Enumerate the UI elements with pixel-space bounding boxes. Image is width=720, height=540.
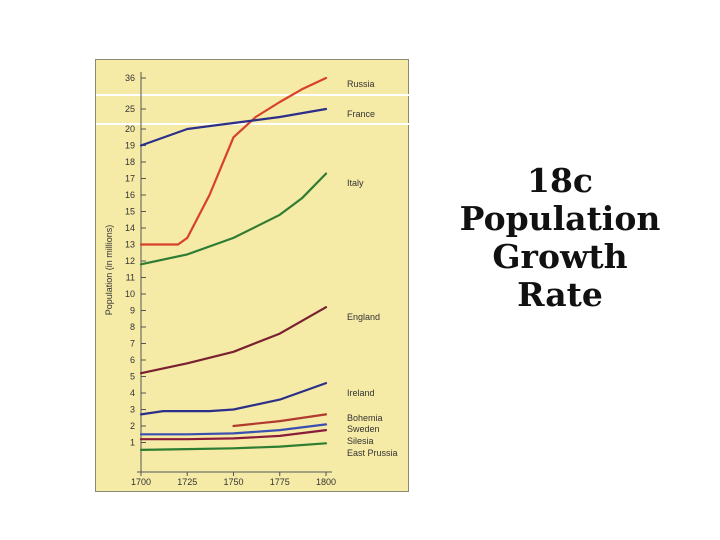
y-tick-label: 17 xyxy=(125,174,135,184)
y-tick-label: 12 xyxy=(125,256,135,266)
y-tick-label: 14 xyxy=(125,223,135,233)
y-tick-label: 25 xyxy=(125,104,135,114)
series-line-sweden xyxy=(139,423,328,436)
series-label-france: France xyxy=(347,109,375,119)
y-tick-label: 9 xyxy=(130,306,135,316)
series-label-sweden: Sweden xyxy=(347,424,380,434)
x-tick-label: 1775 xyxy=(270,477,290,487)
x-tick-label: 1750 xyxy=(223,477,243,487)
series-label-italy: Italy xyxy=(347,178,364,188)
series-line-england xyxy=(139,306,328,375)
x-tick-label: 1700 xyxy=(131,477,151,487)
y-tick-label: 15 xyxy=(125,207,135,217)
title-line-3: Growth xyxy=(492,237,628,276)
series-label-east-prussia: East Prussia xyxy=(347,448,398,458)
y-tick-label: 7 xyxy=(130,339,135,349)
y-tick-label: 20 xyxy=(125,124,135,134)
series-line-ireland xyxy=(139,382,328,416)
x-tick-label: 1800 xyxy=(316,477,336,487)
y-tick-label: 8 xyxy=(130,322,135,332)
series-line-italy xyxy=(139,172,328,266)
title-line-2: Population xyxy=(459,199,661,238)
series-line-russia xyxy=(139,76,328,246)
y-tick-label: 2 xyxy=(130,421,135,431)
y-tick-label: 5 xyxy=(130,372,135,382)
series-line-east-prussia xyxy=(139,442,328,451)
y-tick-label: 3 xyxy=(130,405,135,415)
y-tick-label: 18 xyxy=(125,157,135,167)
y-tick-label: 6 xyxy=(130,355,135,365)
y-tick-label: 13 xyxy=(125,240,135,250)
y-tick-label: 16 xyxy=(125,190,135,200)
x-tick-label: 1725 xyxy=(177,477,197,487)
series-line-silesia xyxy=(139,429,328,441)
series-line-bohemia xyxy=(232,413,328,428)
y-tick-label: 10 xyxy=(125,289,135,299)
series-line-france xyxy=(139,107,328,147)
y-tick-label: 11 xyxy=(126,273,135,283)
y-tick-label: 36 xyxy=(125,73,135,83)
series-label-silesia: Silesia xyxy=(347,436,374,446)
y-tick-label: 4 xyxy=(130,388,135,398)
series-label-ireland: Ireland xyxy=(347,388,375,398)
chart-panel: 1 2 3 4 5 6 7 8 9 10 11 12 13 14 15 16 17 18 19 20 25 36 1700 1… xyxy=(95,59,410,492)
title-line-1: 18c xyxy=(526,161,594,200)
slide-title: 18c Population Growth Rate xyxy=(440,162,680,314)
y-tick-label: 19 xyxy=(125,141,135,151)
title-line-4: Rate xyxy=(517,275,603,314)
series-label-england: England xyxy=(347,312,380,322)
y-tick-label: 1 xyxy=(130,438,135,448)
y-axis-title: Population (in millions) xyxy=(104,225,114,316)
series-label-bohemia: Bohemia xyxy=(347,413,383,423)
series-label-russia: Russia xyxy=(347,79,375,89)
